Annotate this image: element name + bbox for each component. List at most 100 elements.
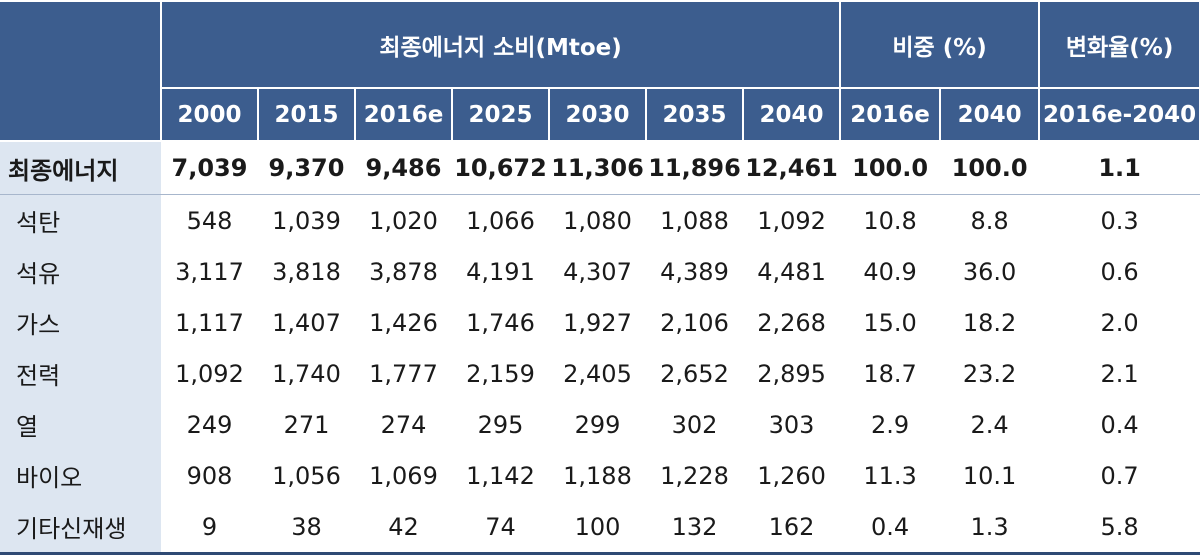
value-cell: 9 (161, 501, 258, 555)
value-cell: 74 (452, 501, 549, 555)
share-cell: 18.7 (840, 348, 941, 399)
value-cell: 2,405 (549, 348, 646, 399)
row-label: 석탄 (0, 194, 161, 246)
header-year: 2030 (548, 87, 647, 142)
change-cell: 0.7 (1039, 450, 1200, 501)
value-cell: 10,672 (452, 141, 549, 195)
value-cell: 1,117 (161, 297, 258, 348)
header-corner-cell (0, 0, 162, 142)
value-cell: 1,228 (646, 450, 743, 501)
share-cell: 10.8 (840, 194, 941, 246)
table-row: 전력 1,092 1,740 1,777 2,159 2,405 2,652 2… (0, 348, 1200, 399)
value-cell: 132 (646, 501, 743, 555)
share-cell: 23.2 (940, 348, 1040, 399)
share-cell: 0.4 (840, 501, 941, 555)
value-cell: 38 (258, 501, 355, 555)
value-cell: 2,159 (452, 348, 549, 399)
share-cell: 100.0 (940, 141, 1040, 195)
value-cell: 12,461 (743, 141, 841, 195)
share-cell: 100.0 (840, 141, 941, 195)
value-cell: 1,260 (743, 450, 841, 501)
header-group-consumption: 최종에너지 소비(Mtoe) (159, 0, 842, 89)
header-share-year: 2040 (939, 87, 1041, 142)
value-cell: 3,117 (161, 246, 258, 297)
value-cell: 11,306 (549, 141, 646, 195)
header-year: 2040 (741, 87, 842, 142)
value-cell: 295 (452, 399, 549, 450)
value-cell: 299 (549, 399, 646, 450)
value-cell: 3,818 (258, 246, 355, 297)
value-cell: 271 (258, 399, 355, 450)
value-cell: 1,777 (355, 348, 452, 399)
value-cell: 1,092 (743, 194, 841, 246)
share-cell: 11.3 (840, 450, 941, 501)
table-row: 열 249 271 274 295 299 302 303 2.9 2.4 0.… (0, 399, 1200, 450)
header-share-year: 2016e (839, 87, 942, 142)
header-year: 2000 (160, 87, 259, 142)
row-label: 바이오 (0, 450, 161, 501)
value-cell: 162 (743, 501, 841, 555)
change-cell: 2.1 (1039, 348, 1200, 399)
value-cell: 2,895 (743, 348, 841, 399)
row-label: 열 (0, 399, 161, 450)
value-cell: 4,191 (452, 246, 549, 297)
header-year: 2015 (257, 87, 356, 142)
change-cell: 0.3 (1039, 194, 1200, 246)
header-year: 2025 (451, 87, 550, 142)
value-cell: 249 (161, 399, 258, 450)
value-cell: 548 (161, 194, 258, 246)
header-year: 2035 (645, 87, 744, 142)
change-cell: 5.8 (1039, 501, 1200, 555)
value-cell: 1,188 (549, 450, 646, 501)
value-cell: 1,092 (161, 348, 258, 399)
value-cell: 11,896 (646, 141, 743, 195)
value-cell: 9,486 (355, 141, 452, 195)
change-cell: 0.6 (1039, 246, 1200, 297)
row-label: 전력 (0, 348, 161, 399)
value-cell: 274 (355, 399, 452, 450)
value-cell: 1,142 (452, 450, 549, 501)
table-row: 가스 1,117 1,407 1,426 1,746 1,927 2,106 2… (0, 297, 1200, 348)
share-cell: 15.0 (840, 297, 941, 348)
value-cell: 1,088 (646, 194, 743, 246)
value-cell: 2,652 (646, 348, 743, 399)
value-cell: 1,069 (355, 450, 452, 501)
table-row: 기타신재생 9 38 42 74 100 132 162 0.4 1.3 5.8 (0, 501, 1200, 555)
value-cell: 4,307 (549, 246, 646, 297)
change-cell: 2.0 (1039, 297, 1200, 348)
row-label: 기타신재생 (0, 501, 161, 555)
value-cell: 1,080 (549, 194, 646, 246)
value-cell: 1,039 (258, 194, 355, 246)
share-cell: 2.4 (940, 399, 1040, 450)
value-cell: 7,039 (161, 141, 258, 195)
value-cell: 2,106 (646, 297, 743, 348)
row-label: 석유 (0, 246, 161, 297)
value-cell: 42 (355, 501, 452, 555)
value-cell: 100 (549, 501, 646, 555)
table-row-total: 최종에너지 7,039 9,370 9,486 10,672 11,306 11… (0, 141, 1200, 195)
value-cell: 1,066 (452, 194, 549, 246)
table-row: 바이오 908 1,056 1,069 1,142 1,188 1,228 1,… (0, 450, 1200, 501)
row-label: 가스 (0, 297, 161, 348)
value-cell: 4,389 (646, 246, 743, 297)
header-change-period: 2016e-2040 (1038, 87, 1200, 142)
value-cell: 1,056 (258, 450, 355, 501)
table-row: 석유 3,117 3,818 3,878 4,191 4,307 4,389 4… (0, 246, 1200, 297)
value-cell: 1,407 (258, 297, 355, 348)
value-cell: 1,426 (355, 297, 452, 348)
share-cell: 10.1 (940, 450, 1040, 501)
value-cell: 1,927 (549, 297, 646, 348)
share-cell: 8.8 (940, 194, 1040, 246)
share-cell: 2.9 (840, 399, 941, 450)
value-cell: 1,746 (452, 297, 549, 348)
share-cell: 18.2 (940, 297, 1040, 348)
header-group-change: 변화율(%) (1038, 0, 1200, 89)
share-cell: 40.9 (840, 246, 941, 297)
header-group-share: 비중 (%) (839, 0, 1041, 89)
share-cell: 1.3 (940, 501, 1040, 555)
value-cell: 908 (161, 450, 258, 501)
table-row: 석탄 548 1,039 1,020 1,066 1,080 1,088 1,0… (0, 194, 1200, 246)
share-cell: 36.0 (940, 246, 1040, 297)
value-cell: 9,370 (258, 141, 355, 195)
